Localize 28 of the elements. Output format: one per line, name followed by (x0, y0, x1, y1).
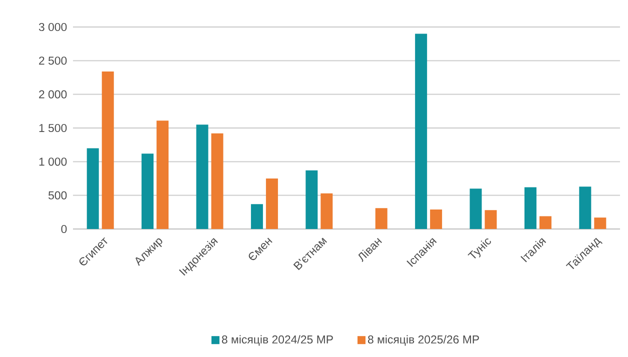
bar (211, 133, 224, 229)
bar (102, 71, 114, 229)
y-tick-label: 500 (48, 191, 67, 200)
bar (415, 34, 428, 229)
legend-label: 8 місяців 2024/25 МР (222, 335, 333, 346)
legend-label: 8 місяців 2025/26 МР (368, 335, 479, 346)
y-tick-label: 2 500 (39, 56, 67, 65)
bar (484, 210, 497, 229)
y-tick-label: 0 (61, 224, 67, 234)
y-tick-label: 2 000 (39, 90, 67, 98)
bar (320, 193, 333, 229)
bar (470, 188, 482, 229)
bar (375, 208, 388, 229)
bar (86, 148, 99, 229)
bar (250, 204, 263, 229)
y-tick-label: 3 000 (38, 22, 67, 32)
bar (196, 124, 208, 229)
bar (594, 218, 606, 229)
y-tick-label: 1 500 (39, 124, 67, 132)
bar (142, 154, 154, 229)
bar (430, 209, 442, 229)
bar (156, 120, 169, 229)
bar (539, 216, 552, 229)
bar (266, 178, 278, 229)
bar (579, 186, 592, 229)
y-tick-label: 1 000 (39, 158, 67, 166)
bar (524, 187, 536, 229)
bar (306, 170, 318, 229)
